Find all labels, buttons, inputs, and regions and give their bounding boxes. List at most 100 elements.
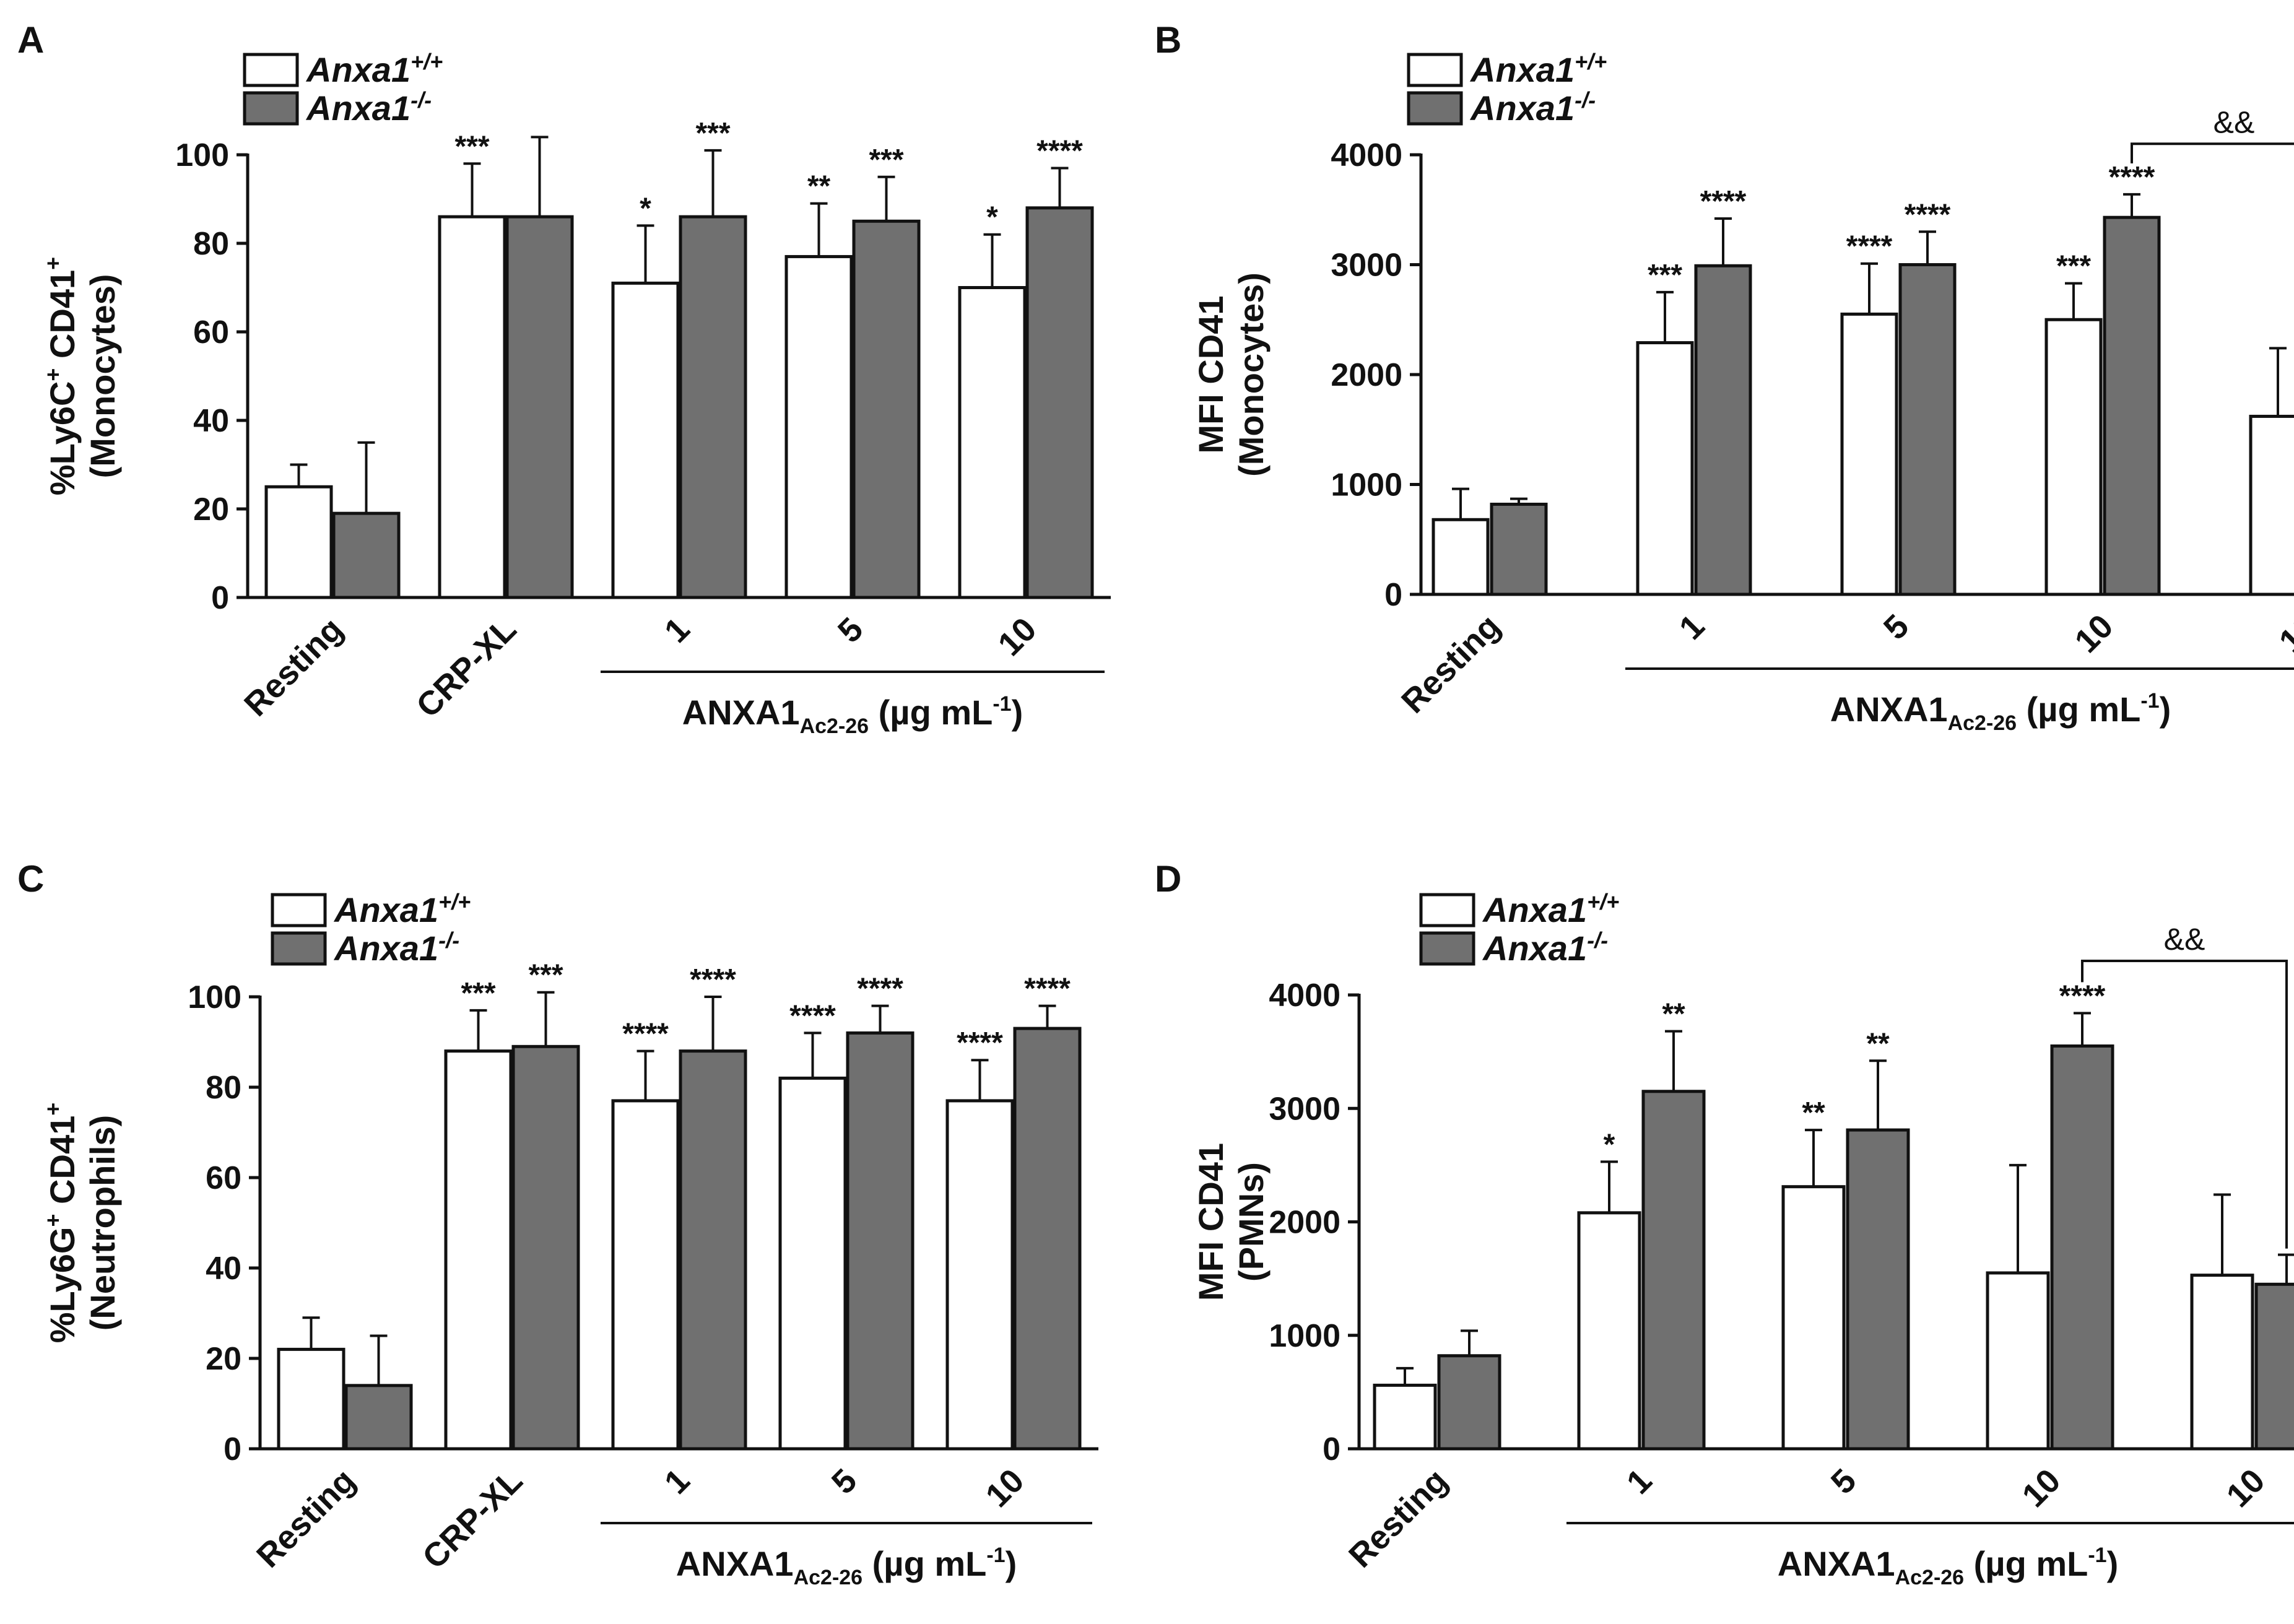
- y-axis-title: MFI CD41: [1191, 1143, 1230, 1301]
- bar-anxa1-wt: [2249, 414, 2294, 596]
- y-tick-label: 1000: [1269, 1318, 1340, 1354]
- y-axis-title-line2: (Monocytes): [1232, 272, 1271, 477]
- group-label-main: ANXA1: [682, 693, 800, 732]
- group-label-sub: Ac2-26: [1948, 711, 2017, 735]
- bar-anxa1-wt: [1577, 1211, 1641, 1451]
- legend-label-sup: -/-: [1587, 927, 1608, 953]
- group-label: ANXA1Ac2-26 (µg mL-1): [682, 692, 1023, 738]
- legend-label-sup: +/+: [411, 49, 443, 74]
- y-tick-label: 0: [1323, 1431, 1340, 1467]
- y-tick-label: 0: [1384, 577, 1402, 613]
- bar-anxa1-ko: [1846, 1128, 1910, 1451]
- bar-anxa1-ko: [332, 511, 401, 599]
- group-label-sup: -1: [2088, 1544, 2106, 1567]
- bar-anxa1-wt: [1636, 341, 1694, 596]
- group-label-main: ANXA1: [676, 1544, 794, 1583]
- bar-anxa1-ko: [344, 1384, 413, 1451]
- y-tick-label: 20: [193, 492, 229, 528]
- legend-swatch-wt: [1419, 893, 1475, 927]
- category-label: 10: [2068, 607, 2121, 660]
- bar-anxa1-wt: [1986, 1271, 2050, 1451]
- legend-label-sup: -/-: [1575, 87, 1596, 113]
- legend-label-text: Anxa1: [1469, 89, 1575, 128]
- category-label: 1: [658, 610, 697, 650]
- significance-label: ***: [461, 977, 495, 1010]
- group-label-close: ): [2160, 690, 2171, 729]
- y-tick-label: 0: [224, 1431, 241, 1467]
- y-axis-title-sup: +: [40, 257, 66, 270]
- legend-label-text: Anxa1: [333, 890, 438, 929]
- significance-label: **: [807, 170, 831, 203]
- category-label: 10: [2272, 607, 2294, 660]
- y-axis-title-part: %Ly6C: [43, 381, 82, 496]
- significance-label: ***: [454, 130, 489, 163]
- significance-label: ****: [957, 1027, 1003, 1059]
- bar-anxa1-wt: [611, 1099, 680, 1451]
- y-tick-label: 40: [193, 403, 229, 439]
- significance-label: ***: [869, 144, 903, 176]
- significance-label: ****: [622, 1018, 669, 1051]
- significance-label: ***: [1648, 259, 1682, 292]
- significance-label: ****: [1036, 134, 1083, 167]
- bar-anxa1-ko: [1641, 1090, 1706, 1451]
- legend-swatch-wt: [1407, 53, 1463, 87]
- panel-letter: C: [17, 858, 44, 900]
- y-axis-title-sup: +: [40, 1214, 66, 1227]
- comparison-bracket: [2081, 960, 2288, 1249]
- legend-label-sup: +/+: [1587, 889, 1619, 914]
- group-label-unit: (µg mL: [1964, 1544, 2088, 1583]
- legend-label: Anxa1+/+: [333, 889, 471, 929]
- y-axis-title-part: MFI CD41: [1191, 1143, 1230, 1301]
- legend-swatch-wt: [243, 53, 299, 87]
- group-label-close: ): [1006, 1544, 1017, 1583]
- category-label: Resting: [1394, 607, 1507, 720]
- bar-anxa1-wt: [444, 1049, 513, 1451]
- category-label: Resting: [237, 610, 350, 723]
- legend-label-text: Anxa1: [1469, 50, 1575, 89]
- bar-anxa1-ko: [2103, 215, 2161, 596]
- significance-label: ****: [2059, 979, 2106, 1012]
- bar-anxa1-wt: [2190, 1274, 2254, 1451]
- bar-anxa1-ko: [1025, 206, 1094, 599]
- y-tick-label: 60: [193, 315, 229, 350]
- group-label-sub: Ac2-26: [1895, 1566, 1965, 1589]
- y-tick-label: 2000: [1269, 1205, 1340, 1241]
- significance-label: **: [1662, 998, 1685, 1031]
- bar-anxa1-ko: [679, 1049, 747, 1451]
- category-label: 5: [831, 610, 871, 650]
- significance-label: ****: [1700, 185, 1747, 218]
- y-tick-label: 20: [206, 1341, 241, 1377]
- y-tick-label: 80: [206, 1070, 241, 1106]
- legend-label: Anxa1-/-: [1482, 927, 1608, 968]
- significance-label: ***: [695, 117, 730, 150]
- group-label-sub: Ac2-26: [794, 1566, 863, 1589]
- category-label: 5: [1877, 607, 1916, 647]
- legend-label-sup: +/+: [1575, 49, 1607, 74]
- bar-anxa1-ko: [1490, 502, 1548, 596]
- group-label-unit: (µg mL: [869, 693, 993, 732]
- legend-label-text: Anxa1: [1482, 890, 1587, 929]
- legend-label: Anxa1-/-: [305, 87, 432, 128]
- bar-anxa1-ko: [1694, 264, 1752, 596]
- significance-label: ****: [690, 963, 736, 996]
- significance-label: *: [1604, 1128, 1615, 1161]
- group-label-sub: Ac2-26: [800, 714, 869, 738]
- bar-anxa1-wt: [264, 485, 333, 599]
- group-label-sup: -1: [2140, 689, 2159, 713]
- legend-label: Anxa1+/+: [1482, 889, 1619, 929]
- category-label: 10: [979, 1462, 1032, 1514]
- group-label-sup: -1: [986, 1544, 1005, 1567]
- y-axis-title: MFI CD41: [1191, 295, 1230, 453]
- category-label: Resting: [1342, 1462, 1454, 1574]
- bar-anxa1-wt: [1373, 1383, 1437, 1451]
- group-label-unit: (µg mL: [862, 1544, 986, 1583]
- y-tick-label: 1000: [1331, 467, 1402, 503]
- y-axis-title-line2: (PMNs): [1232, 1162, 1271, 1282]
- bar-anxa1-ko: [2050, 1044, 2114, 1451]
- y-axis-title-part: %Ly6G: [43, 1227, 82, 1344]
- legend-swatch-wt: [271, 893, 327, 927]
